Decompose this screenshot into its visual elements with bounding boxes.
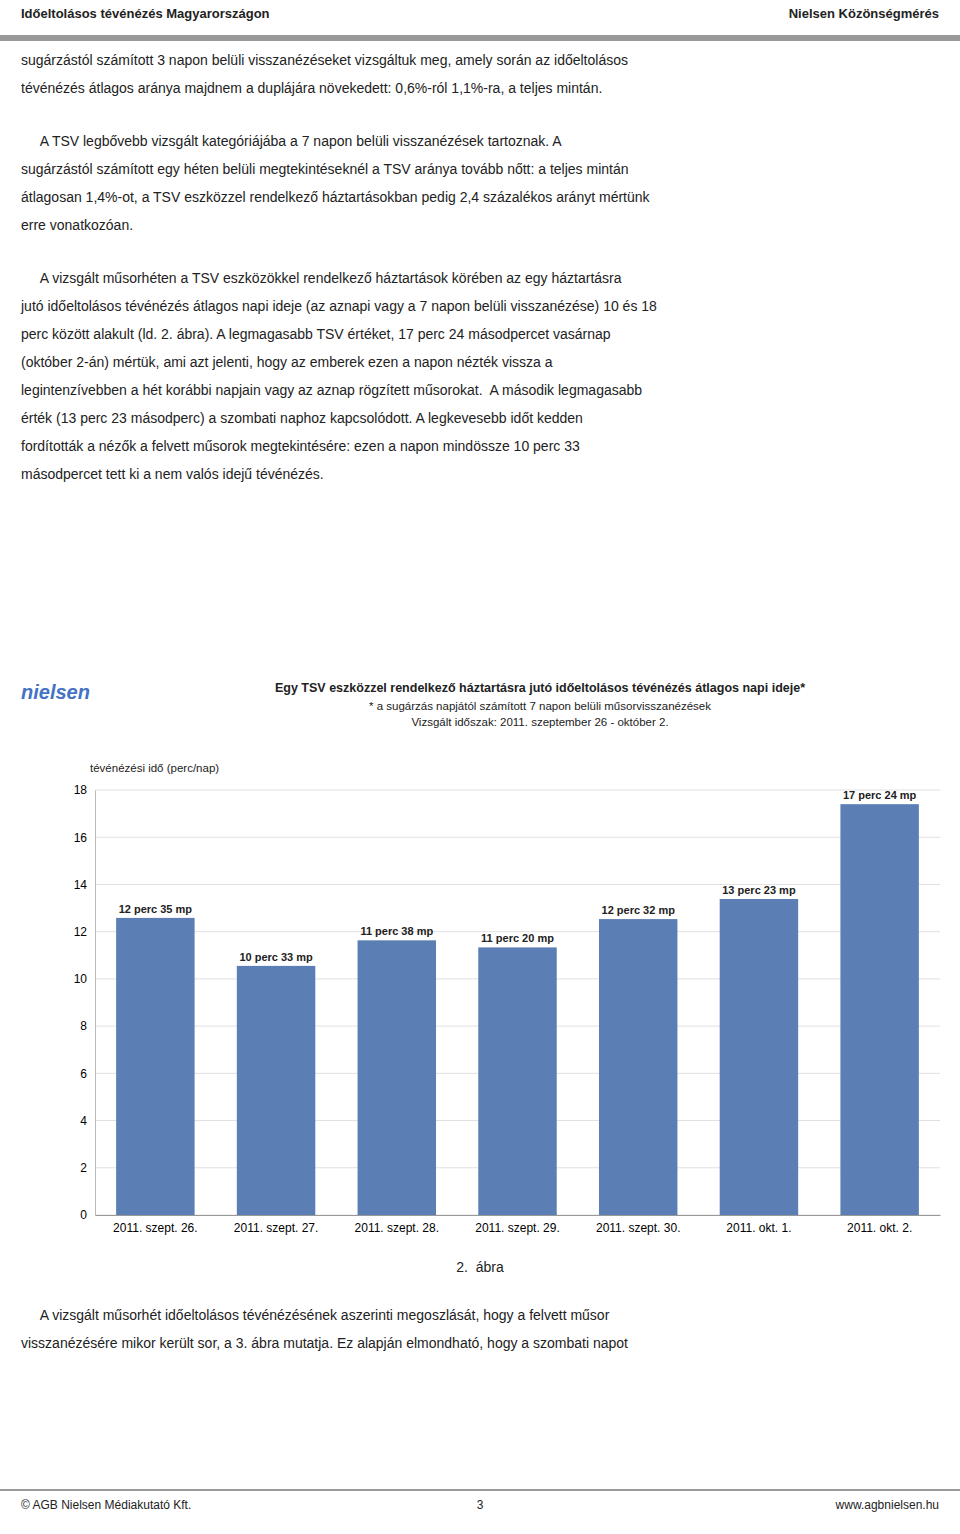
data-label: 12 perc 32 mp bbox=[602, 904, 676, 916]
chart-subtitle: Vizsgált időszak: 2011. szeptember 26 - … bbox=[411, 716, 668, 728]
y-axis-line bbox=[95, 791, 96, 1216]
bar bbox=[840, 804, 918, 1215]
x-tick-label: 2011. szept. 30. bbox=[596, 1221, 681, 1235]
page-title-left: Időeltolásos tévénézés Magyarországon bbox=[21, 6, 270, 21]
y-tick: 4 bbox=[80, 1114, 95, 1128]
y-tick-label: 16 bbox=[74, 831, 88, 845]
bar bbox=[237, 966, 315, 1215]
y-tick: 18 bbox=[74, 783, 95, 797]
x-tick: 2011. szept. 28. bbox=[355, 1221, 440, 1235]
y-tick: 6 bbox=[80, 1067, 95, 1081]
logo: nielsen bbox=[21, 681, 90, 703]
x-tick: 2011. okt. 2. bbox=[847, 1221, 912, 1235]
x-tick: 2011. szept. 30. bbox=[596, 1221, 681, 1235]
x-tick: 2011. szept. 27. bbox=[234, 1221, 319, 1235]
footer-line bbox=[0, 1489, 960, 1491]
y-axis-title: tévénézési idő (perc/nap) bbox=[90, 762, 219, 774]
x-axis-line bbox=[96, 1215, 941, 1216]
data-label: 10 perc 33 mp bbox=[239, 951, 313, 963]
x-tick-label: 2011. szept. 28. bbox=[355, 1221, 440, 1235]
paragraph-line: erre vonatkozóan. bbox=[21, 217, 133, 233]
paragraph-line: A vizsgált műsorhéten a TSV eszközökkel … bbox=[21, 270, 622, 286]
data-labels: 12 perc 35 mp 10 perc 33 mp 11 perc 38 mp 1… bbox=[119, 789, 917, 963]
chart-title: Egy TSV eszközzel rendelkező háztartásra… bbox=[275, 681, 805, 695]
x-tick: 2011. szept. 29. bbox=[475, 1221, 560, 1235]
y-tick-label: 6 bbox=[80, 1067, 87, 1081]
paragraph-line: sugárzástól számított 3 napon belüli vis… bbox=[21, 52, 628, 68]
bar bbox=[599, 919, 677, 1215]
paragraph-line: érték (13 perc 23 másodperc) a szombati … bbox=[21, 410, 583, 426]
y-tick: 2 bbox=[80, 1161, 95, 1175]
data-label: 17 perc 24 mp bbox=[843, 789, 917, 801]
y-tick: 12 bbox=[74, 925, 95, 939]
paragraph-line: átlagosan 1,4%-ot, a TSV eszközzel rende… bbox=[21, 189, 651, 205]
y-tick: 16 bbox=[74, 831, 95, 845]
paragraph-line: (október 2-án) mértük, ami azt jelenti, … bbox=[21, 354, 553, 370]
y-tick-label: 18 bbox=[74, 783, 88, 797]
paragraph-line: perc között alakult (ld. 2. ábra). A leg… bbox=[21, 326, 611, 342]
paragraph-line: másodpercet tett ki a nem valós idejű té… bbox=[21, 466, 324, 482]
bar bbox=[478, 947, 556, 1215]
footer-right: www.agbnielsen.hu bbox=[835, 1498, 939, 1512]
grid-line bbox=[95, 837, 940, 838]
bar bbox=[720, 899, 798, 1215]
paragraph-line: tévénézés átlagos aránya majdnem a duplá… bbox=[21, 80, 602, 96]
page: Időeltolásos tévénézés Magyarországon Nie… bbox=[0, 0, 960, 1534]
data-label: 12 perc 35 mp bbox=[119, 903, 193, 915]
x-tick-label: 2011. okt. 2. bbox=[847, 1221, 912, 1235]
y-tick-label: 8 bbox=[80, 1019, 87, 1033]
paragraph-line: fordították a nézők a felvett műsorok me… bbox=[21, 438, 580, 454]
x-axis: 2011. szept. 26. 2011. szept. 27. 2011. sz… bbox=[96, 1216, 941, 1235]
x-tick-label: 2011. okt. 1. bbox=[726, 1221, 791, 1235]
data-label: 11 perc 20 mp bbox=[481, 932, 554, 944]
header-bar bbox=[0, 35, 960, 41]
page-title-right: Nielsen Közönségmérés bbox=[789, 6, 939, 21]
footer-left: © AGB Nielsen Médiakutató Kft. bbox=[21, 1498, 191, 1512]
paragraph-line: visszanézésére mikor került sor, a 3. áb… bbox=[21, 1335, 628, 1351]
x-tick: 2011. szept. 26. bbox=[113, 1221, 198, 1235]
y-tick-label: 2 bbox=[80, 1161, 87, 1175]
grid-line bbox=[95, 790, 940, 791]
grid bbox=[95, 790, 940, 1215]
paragraph-line: A TSV legbővebb vizsgált kategóriájába a… bbox=[21, 133, 562, 149]
x-tick: 2011. okt. 1. bbox=[726, 1221, 791, 1235]
y-tick: 0 bbox=[80, 1208, 95, 1222]
y-tick: 10 bbox=[74, 972, 95, 986]
paragraph-line: A vizsgált műsorhét időeltolásos tévénéz… bbox=[21, 1307, 610, 1323]
figure-caption: 2. ábra bbox=[456, 1259, 504, 1275]
y-tick: 8 bbox=[80, 1019, 95, 1033]
data-label: 11 perc 38 mp bbox=[360, 925, 433, 937]
grid-line bbox=[95, 884, 940, 885]
y-tick-label: 0 bbox=[80, 1208, 87, 1222]
bars bbox=[116, 804, 919, 1215]
x-tick-label: 2011. szept. 26. bbox=[113, 1221, 198, 1235]
y-axis: 0 2 4 6 8 10 12 14 16 18 bbox=[74, 783, 96, 1222]
data-label: 13 perc 23 mp bbox=[722, 884, 796, 896]
x-tick-label: 2011. szept. 27. bbox=[234, 1221, 319, 1235]
bar bbox=[358, 940, 436, 1215]
paragraph-line: jutó időeltolásos tévénézés átlagos napi… bbox=[20, 298, 657, 314]
bar bbox=[116, 918, 194, 1215]
footer-center: 3 bbox=[477, 1498, 484, 1512]
x-tick-label: 2011. szept. 29. bbox=[475, 1221, 560, 1235]
y-tick-label: 12 bbox=[74, 925, 88, 939]
y-tick: 14 bbox=[74, 878, 95, 892]
y-tick-label: 10 bbox=[74, 972, 88, 986]
chart-subtitle: * a sugárzás napjától számított 7 napon … bbox=[369, 700, 711, 712]
y-tick-label: 4 bbox=[80, 1114, 87, 1128]
y-tick-label: 14 bbox=[74, 878, 88, 892]
paragraph-line: sugárzástól számított egy héten belüli m… bbox=[21, 161, 629, 177]
paragraph-line: legintenzívebben a hét korábbi napjain v… bbox=[21, 382, 642, 398]
